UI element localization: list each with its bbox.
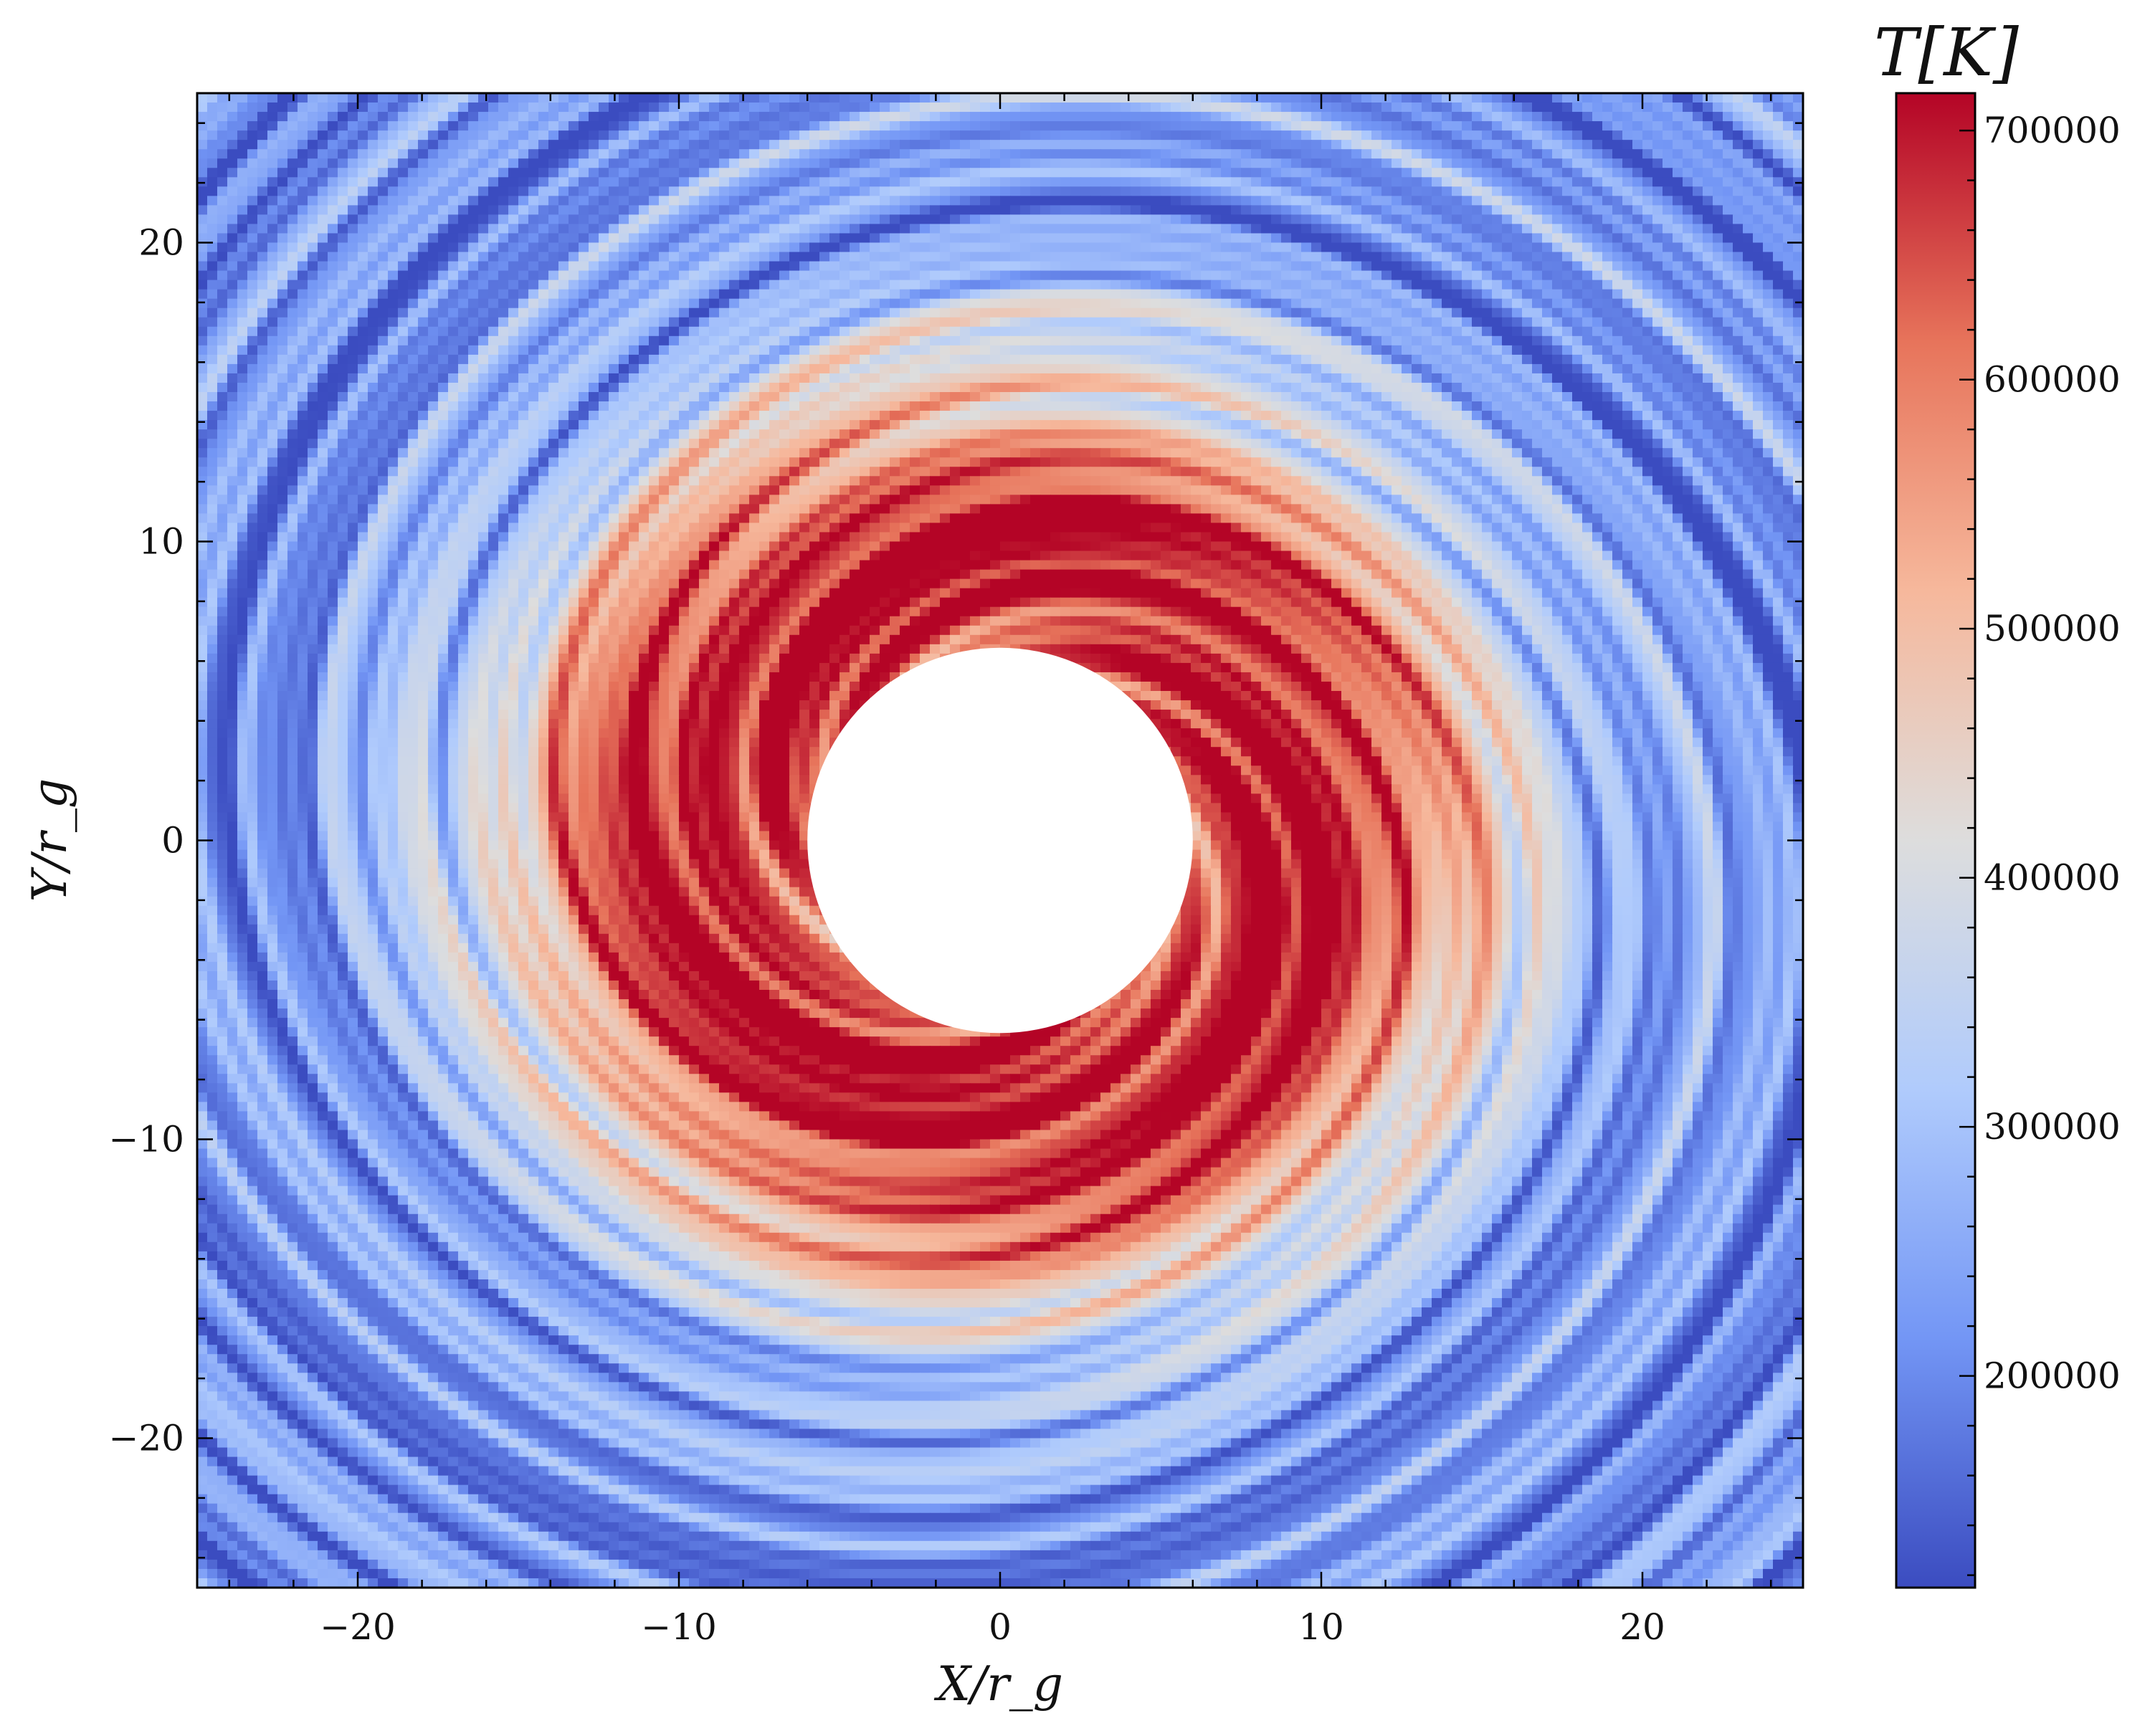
inner-hole	[807, 648, 1193, 1034]
x-axis-label: X/r_g	[933, 1656, 1063, 1712]
colorbar-ticks: 200000 300000 400000 500000 600000 700000	[1959, 110, 2121, 1575]
colorbar-tick-label: 500000	[1984, 608, 2121, 649]
y-tick-label: 0	[161, 820, 184, 862]
x-tick-label: −20	[320, 1606, 396, 1648]
colorbar-tick-label: 700000	[1984, 110, 2121, 151]
x-tick-label: 10	[1298, 1606, 1344, 1648]
colorbar-tick-label: 300000	[1984, 1106, 2121, 1148]
colorbar-tick-label: 600000	[1984, 359, 2121, 401]
x-tick-label: −10	[641, 1606, 717, 1648]
y-tick-label: −10	[108, 1119, 184, 1160]
x-tick-label: 20	[1619, 1606, 1665, 1648]
x-tick-label: 0	[989, 1606, 1012, 1648]
y-tick-label: −20	[108, 1418, 184, 1459]
colorbar-title: T[K]	[1874, 14, 2019, 91]
colorbar-tick-label: 200000	[1984, 1355, 2121, 1397]
y-tick-label: 20	[138, 222, 184, 264]
colorbar	[1896, 93, 1975, 1588]
y-tick-label: 10	[138, 521, 184, 563]
y-axis-label: Y/r_g	[22, 778, 77, 902]
colorbar-tick-label: 400000	[1984, 857, 2121, 899]
